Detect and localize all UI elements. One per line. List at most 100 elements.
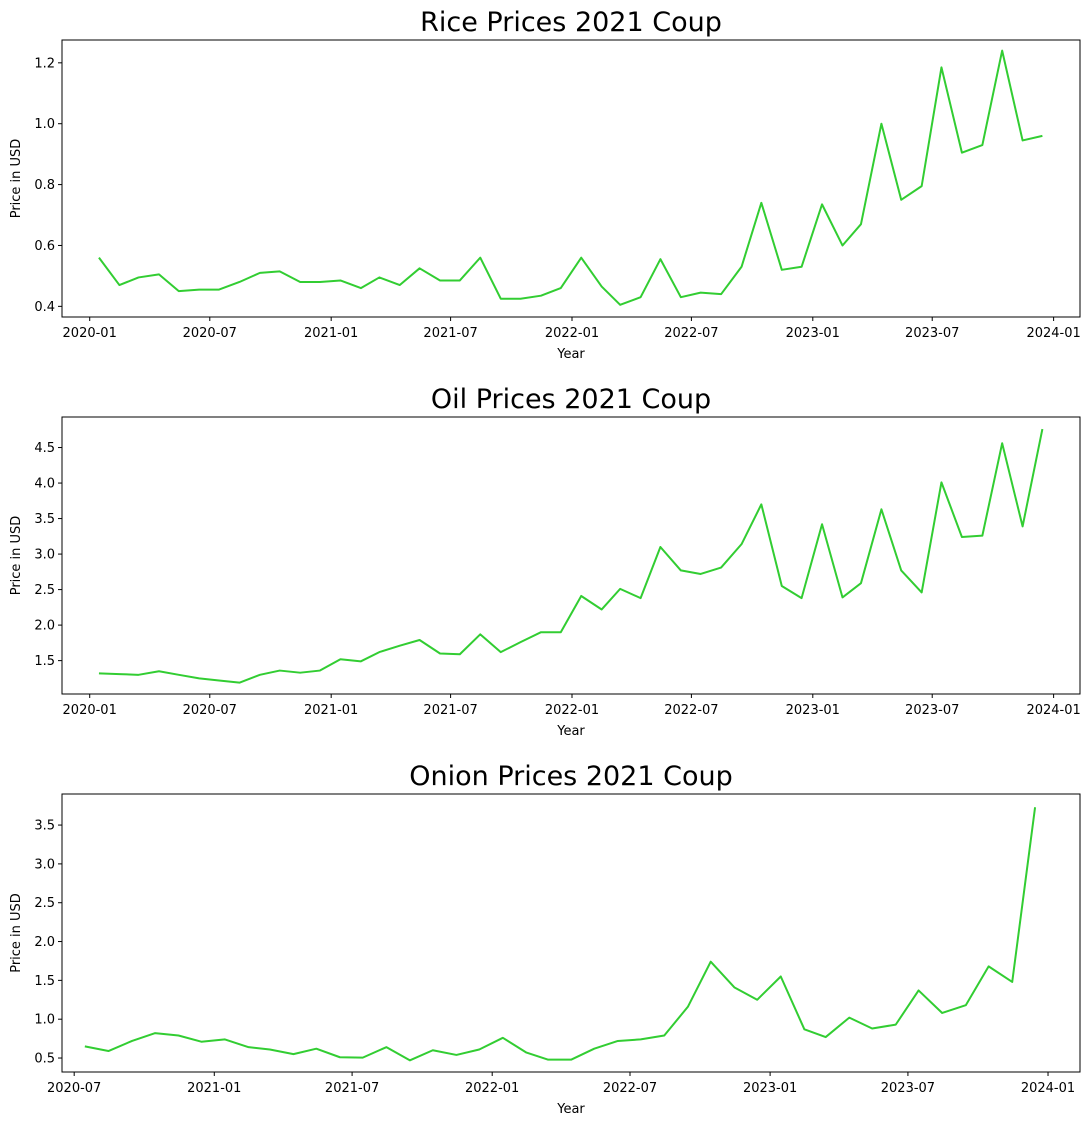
- data-point: [459, 279, 461, 281]
- x-axis-label: Year: [556, 1102, 585, 1117]
- data-point: [339, 279, 341, 281]
- x-tick-label: 2020-07: [47, 1081, 101, 1096]
- data-point: [1041, 428, 1043, 430]
- data-point: [459, 653, 461, 655]
- data-point: [118, 673, 120, 675]
- x-tick-label: 2023-07: [905, 326, 959, 341]
- data-point: [315, 1048, 317, 1050]
- series-line: [98, 49, 1043, 306]
- plot-frame: [61, 39, 1081, 318]
- data-point: [988, 965, 990, 967]
- data-point: [399, 284, 401, 286]
- data-point: [154, 1032, 156, 1034]
- data-point: [895, 1024, 897, 1026]
- y-tick-label: 0.4: [34, 300, 55, 315]
- data-point: [339, 1056, 341, 1058]
- data-point: [803, 1028, 805, 1030]
- x-tick-label: 2022-07: [664, 703, 718, 718]
- x-tick-label: 2021-07: [325, 1081, 379, 1096]
- x-axis-label: Year: [556, 347, 585, 362]
- chart-title: Onion Prices 2021 Coup: [409, 761, 733, 792]
- data-point: [218, 680, 220, 682]
- data-point: [432, 1049, 434, 1051]
- data-point: [138, 276, 140, 278]
- data-point: [378, 651, 380, 653]
- data-point: [259, 674, 261, 676]
- data-point: [680, 296, 682, 298]
- x-tick-label: 2020-01: [63, 703, 117, 718]
- data-point: [178, 1035, 180, 1037]
- chart-panel-1: Rice Prices 2021 Coup 2020-01 2020-07 2021-…: [9, 7, 1081, 362]
- y-tick-label: 1.0: [34, 1013, 55, 1028]
- y-tick-label: 2.0: [34, 935, 55, 950]
- data-point: [378, 276, 380, 278]
- data-point: [248, 1046, 250, 1048]
- x-axis-label: Year: [556, 724, 585, 739]
- data-point: [821, 203, 823, 205]
- data-point: [801, 266, 803, 268]
- data-point: [362, 1057, 364, 1059]
- data-point: [659, 258, 661, 260]
- data-point: [760, 202, 762, 204]
- data-point: [479, 633, 481, 635]
- x-tick-label: 2024-01: [1026, 326, 1080, 341]
- data-point: [178, 290, 180, 292]
- data-point: [700, 292, 702, 294]
- data-point: [640, 1038, 642, 1040]
- data-point: [981, 535, 983, 537]
- data-point: [841, 244, 843, 246]
- data-point: [399, 645, 401, 647]
- data-point: [520, 641, 522, 643]
- x-tick-label: 2024-01: [1026, 703, 1080, 718]
- y-tick-label: 2.0: [34, 619, 55, 634]
- data-point: [540, 631, 542, 633]
- y-tick-label: 1.2: [34, 56, 55, 71]
- data-point: [961, 152, 963, 154]
- data-point: [921, 591, 923, 593]
- y-axis-label: Price in USD: [9, 516, 24, 596]
- x-tick-label: 2022-01: [545, 703, 599, 718]
- y-tick-label: 3.5: [34, 819, 55, 834]
- data-point: [439, 279, 441, 281]
- data-point: [200, 1041, 202, 1043]
- data-point: [478, 1048, 480, 1050]
- data-point: [687, 1006, 689, 1008]
- data-point: [700, 573, 702, 575]
- x-tick-label: 2021-07: [423, 703, 477, 718]
- data-point: [640, 296, 642, 298]
- data-point: [780, 975, 782, 977]
- data-point: [178, 674, 180, 676]
- data-point: [259, 272, 261, 274]
- data-point: [299, 281, 301, 283]
- data-point: [1022, 525, 1024, 527]
- series-line: [98, 428, 1044, 684]
- x-tick-label: 2023-07: [905, 703, 959, 718]
- data-point: [158, 273, 160, 275]
- y-axis-label: Price in USD: [9, 139, 24, 219]
- data-point: [385, 1046, 387, 1048]
- data-point: [941, 1012, 943, 1014]
- data-point: [570, 1059, 572, 1061]
- data-point: [339, 658, 341, 660]
- y-tick-label: 4.5: [34, 441, 55, 456]
- y-tick-label: 3.0: [34, 548, 55, 563]
- data-point: [218, 289, 220, 291]
- data-point: [965, 1004, 967, 1006]
- data-point: [663, 1035, 665, 1037]
- data-point: [292, 1053, 294, 1055]
- data-point: [619, 588, 621, 590]
- x-tick-label: 2022-01: [545, 326, 599, 341]
- y-tick-label: 0.6: [34, 239, 55, 254]
- data-point: [756, 999, 758, 1001]
- data-point: [319, 281, 321, 283]
- data-point: [580, 257, 582, 259]
- y-tick-label: 1.5: [34, 654, 55, 669]
- plot-frame: [61, 416, 1081, 695]
- x-tick-label: 2020-01: [63, 326, 117, 341]
- data-point: [439, 653, 441, 655]
- data-point: [940, 481, 942, 483]
- data-point: [921, 185, 923, 187]
- x-tick-label: 2021-01: [304, 326, 358, 341]
- x-tick-label: 2023-01: [743, 1081, 797, 1096]
- y-tick-label: 0.8: [34, 178, 55, 193]
